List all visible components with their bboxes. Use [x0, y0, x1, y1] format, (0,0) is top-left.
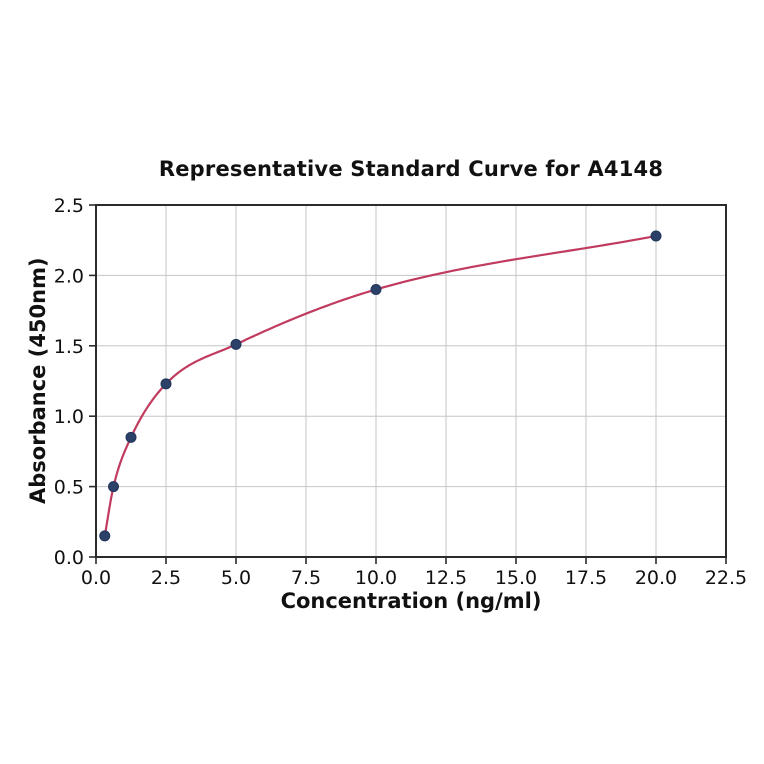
x-tick-label: 2.5: [151, 567, 181, 589]
data-point: [108, 481, 119, 493]
data-point: [125, 431, 137, 443]
y-tick-label: 1.0: [54, 406, 84, 428]
x-tick-label: 5.0: [221, 567, 251, 589]
data-point: [370, 283, 382, 295]
x-tick-label: 17.5: [565, 567, 607, 589]
x-tick-label: 20.0: [635, 567, 677, 589]
x-axis-label: Concentration (ng/ml): [280, 589, 542, 613]
plot-frame: [95, 204, 727, 558]
x-tick-label: 15.0: [495, 567, 537, 589]
x-tick-label: 0.0: [81, 567, 111, 589]
x-tick-label: 10.0: [355, 567, 397, 589]
y-tick-label: 2.5: [54, 195, 84, 217]
y-tick-label: 2.0: [54, 265, 84, 287]
data-point: [650, 230, 662, 242]
x-tick-label: 12.5: [425, 567, 467, 589]
y-tick-label: 0.5: [54, 477, 84, 499]
data-point: [160, 378, 172, 390]
y-tick-label: 1.5: [54, 336, 84, 358]
y-tick-label: 0.0: [54, 547, 84, 569]
fitted-curve: [103, 234, 658, 537]
x-tick-label: 22.5: [705, 567, 747, 589]
x-tick-label: 7.5: [291, 567, 321, 589]
chart-title: Representative Standard Curve for A4148: [158, 157, 664, 181]
data-point: [230, 338, 242, 350]
data-point: [99, 530, 111, 542]
